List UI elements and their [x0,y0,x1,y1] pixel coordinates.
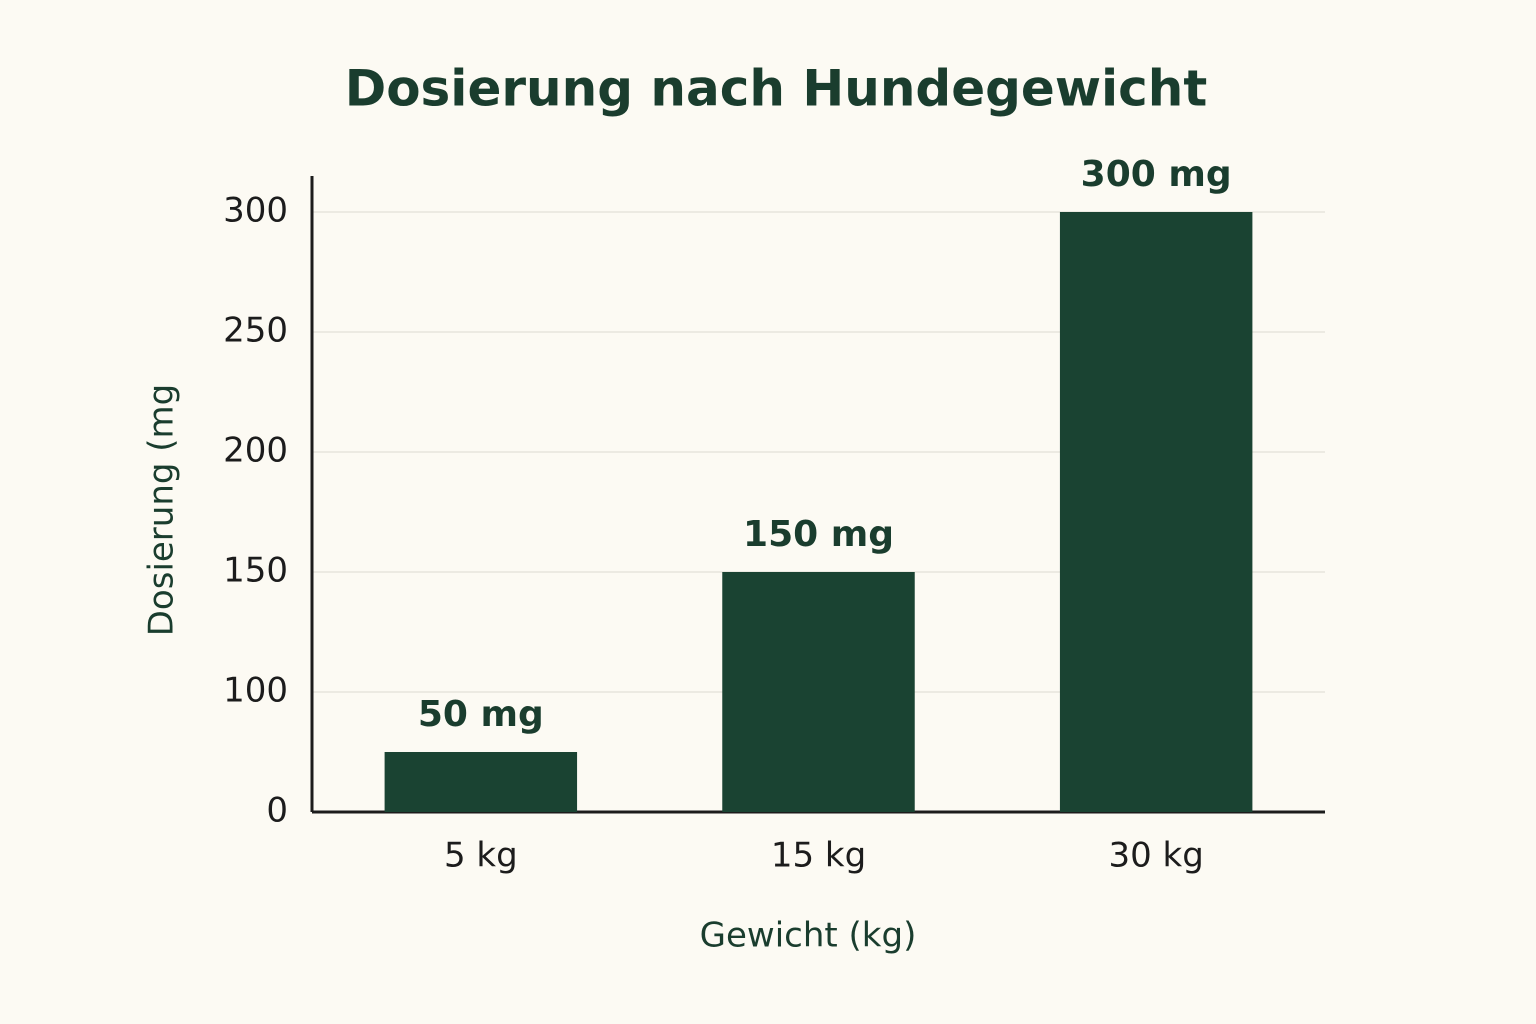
bar [384,752,578,812]
y-tick-label: 100 [223,671,288,711]
x-axis-title: Gewicht (kg) [700,916,917,956]
bar [722,572,915,812]
y-tick-label: 200 [223,431,288,471]
x-tick-label: 15 kg [771,836,866,876]
x-tick-label: 5 kg [444,836,518,876]
y-tick-label: 0 [266,791,288,831]
y-tick-label: 300 [223,191,288,231]
value-label: 300 mg [1081,154,1232,195]
y-tick-label: 150 [223,551,288,591]
value-label: 50 mg [418,694,544,735]
chart-title: Dosierung nach Hundegewicht [345,60,1208,118]
value-label: 150 mg [743,514,894,555]
y-tick-label: 250 [223,311,288,351]
bar [1059,212,1253,812]
x-tick-label: 30 kg [1108,836,1203,876]
y-axis-title: Dosierung (mg [142,384,182,637]
